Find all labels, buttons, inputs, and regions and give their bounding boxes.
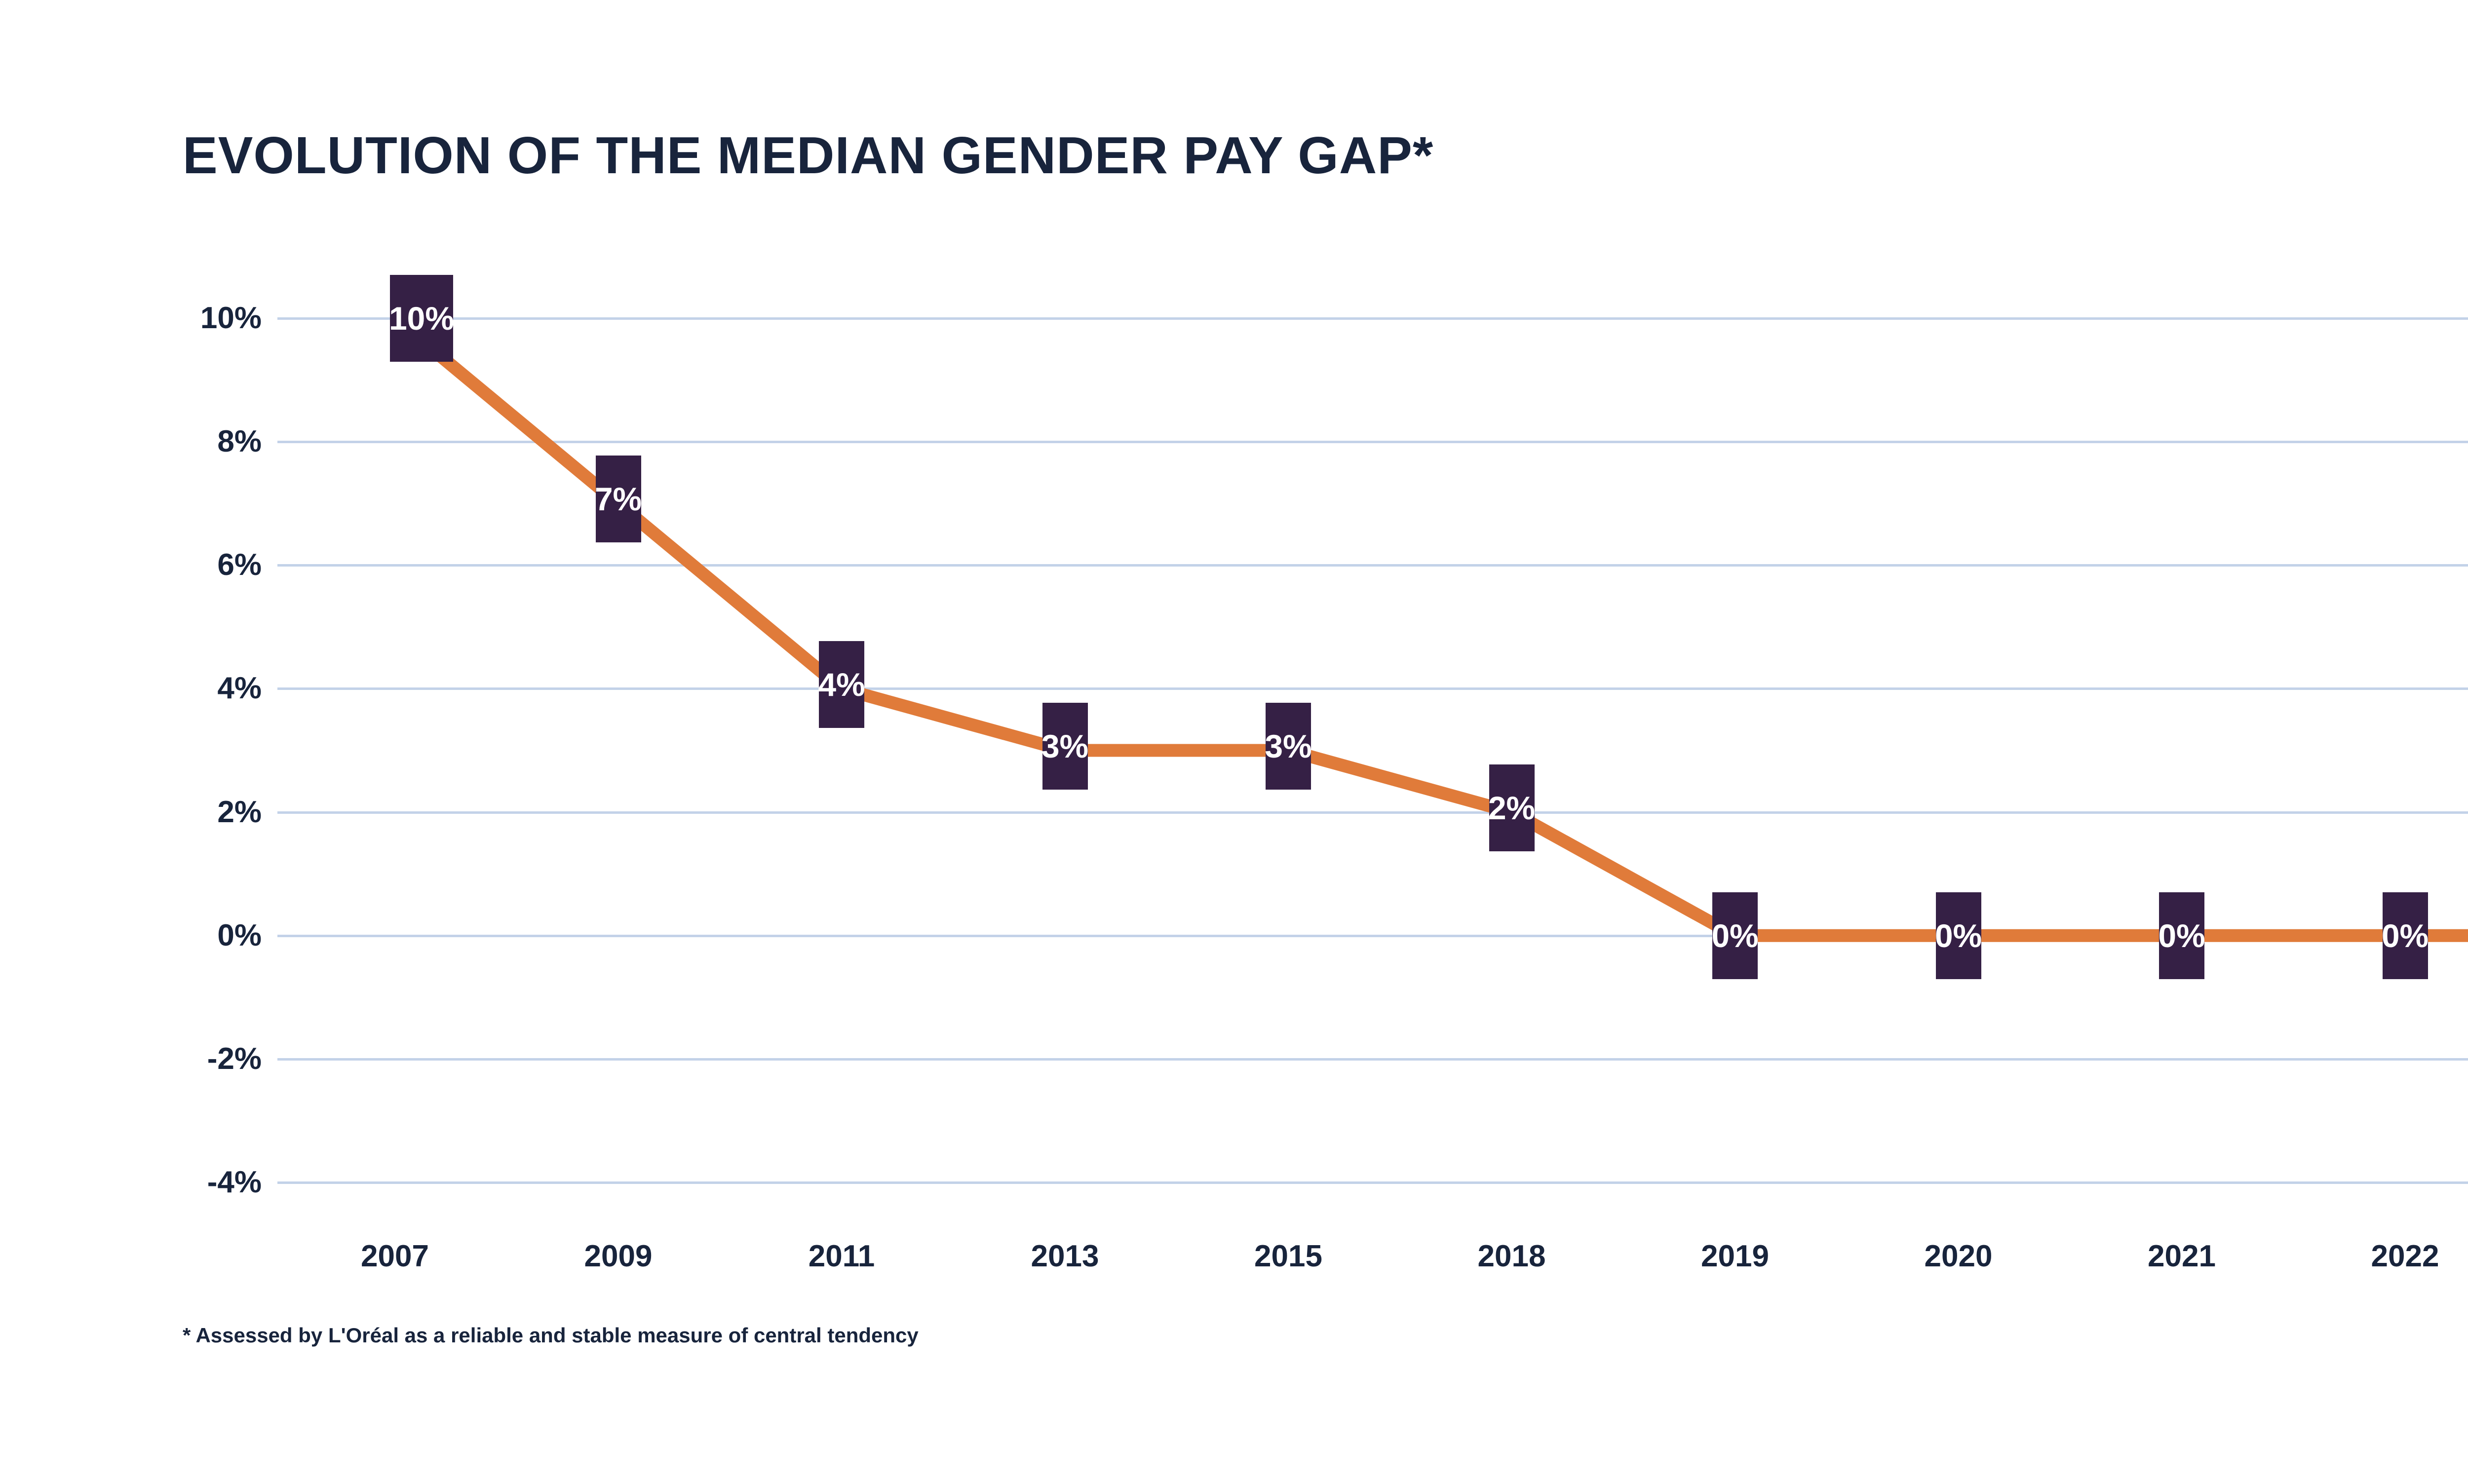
y-axis-tick-label: -2%	[207, 1041, 262, 1076]
x-axis-tick-label: 2019	[1701, 1239, 1769, 1273]
data-point-label: 0%	[2382, 892, 2429, 979]
data-point-label: 3%	[1265, 702, 1312, 790]
page-title: EVOLUTION OF THE MEDIAN GENDER PAY GAP*	[183, 126, 1434, 185]
x-axis-tick-label: 2009	[584, 1239, 653, 1273]
data-point-label: 2%	[1488, 764, 1535, 851]
y-axis-tick-label: -4%	[207, 1165, 262, 1199]
data-point-label: 0%	[1711, 892, 1759, 979]
x-axis-tick-label: 2021	[2148, 1239, 2216, 1273]
y-axis-tick-label: 8%	[217, 424, 262, 459]
x-axis-tick-label: 2020	[1924, 1239, 1993, 1273]
gridline	[277, 564, 2468, 567]
gridline	[277, 687, 2468, 690]
gridline	[277, 1058, 2468, 1061]
data-point-label: 0%	[1935, 892, 1982, 979]
data-point-label: 0%	[2158, 892, 2205, 979]
gridline	[277, 811, 2468, 814]
gridline	[277, 1181, 2468, 1184]
y-axis-tick-label: 4%	[217, 671, 262, 706]
x-axis-tick-label: 2018	[1477, 1239, 1546, 1273]
gridline	[277, 317, 2468, 320]
y-axis-tick-label: 2%	[217, 795, 262, 829]
y-axis-tick-label: 0%	[217, 918, 262, 952]
x-axis-tick-label: 2013	[1031, 1239, 1099, 1273]
gridline	[277, 441, 2468, 444]
y-axis-tick-label: 10%	[200, 301, 262, 335]
series-polyline	[390, 313, 2468, 942]
x-axis-tick-label: 2015	[1254, 1239, 1322, 1273]
x-axis-tick-label: 2011	[808, 1239, 875, 1273]
data-point-label: 4%	[818, 641, 865, 728]
chart-footnote: * Assessed by L'Oréal as a reliable and …	[183, 1324, 919, 1347]
x-axis-tick-label: 2007	[361, 1239, 429, 1273]
data-point-label: 10%	[389, 275, 454, 362]
data-point-label: 7%	[595, 456, 642, 543]
data-point-label: 3%	[1041, 702, 1088, 790]
x-axis-tick-label: 2022	[2371, 1239, 2439, 1273]
y-axis-tick-label: 6%	[217, 548, 262, 582]
gridline	[277, 934, 2468, 937]
